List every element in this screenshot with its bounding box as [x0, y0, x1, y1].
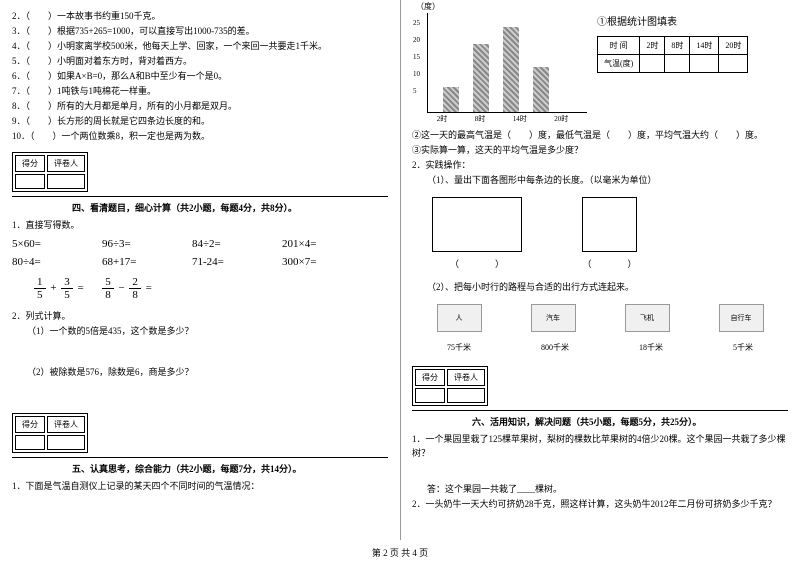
- rect-a: [432, 197, 522, 252]
- chart-right: ①根据统计图填表 时 间2时8时14时20时 气温(度): [597, 13, 748, 113]
- calc-row-1: 5×60=96÷3=84÷2=201×4=: [12, 238, 388, 250]
- item-6: 6．（ ）如果A×B=0，那么A和B中至少有一个是0。: [12, 69, 388, 83]
- right-column: （度） 25 20 15 10 5 2时8时14时20时 ①根据统计图填表 时 …: [400, 0, 800, 565]
- left-column: 2．（ ）一本故事书约重150千克。 3．（ ）根据735+265=1000，可…: [0, 0, 400, 565]
- item-3: 3．（ ）根据735+265=1000，可以直接写出1000-735的差。: [12, 24, 388, 38]
- rect-labels: （ ） （ ）: [432, 257, 788, 270]
- q2b: （2）、把每小时行的路程与合适的出行方式连起来。: [427, 280, 788, 294]
- item-5: 5．（ ）小明面对着东方时，背对着西方。: [12, 54, 388, 68]
- section-5-title: 五、认真思考，综合能力（共2小题，每题7分，共14分）。: [72, 462, 388, 475]
- score-label: 得分: [15, 155, 45, 172]
- rects: [432, 197, 788, 252]
- q4-2b: （2）被除数是576，除数是6，商是多少？: [27, 365, 388, 379]
- score-box-4: 得分评卷人: [12, 152, 88, 192]
- q4-2a: （1）一个数的5倍是435，这个数是多少？: [27, 324, 388, 338]
- item-8: 8．（ ）所有的大月都是单月，所有的小月都是双月。: [12, 99, 388, 113]
- q6-1-answer: 答：这个果园一共栽了____棵树。: [427, 482, 788, 496]
- calc-row-2: 80÷4=68+17=71-24=300×7=: [12, 256, 388, 268]
- q5-1: 1．下面是气温自测仪上记录的某天四个不同时间的气温情况：: [12, 479, 388, 493]
- q4-2: 2．列式计算。: [12, 309, 388, 323]
- score-box-5: 得分评卷人: [12, 413, 88, 453]
- q2a: （1）、量出下面各图形中每条边的长度。（以毫米为单位）: [427, 173, 788, 187]
- item-10: 10．（ ）一个两位数乘8，积一定也是两为数。: [12, 129, 388, 143]
- bar-14h: [503, 27, 519, 112]
- section-6-title: 六、活用知识，解决问题（共5小题，每题5分，共25分）。: [472, 415, 788, 428]
- q2: 2．实践操作：: [412, 158, 788, 172]
- item-2: 2．（ ）一本故事书约重150千克。: [12, 9, 388, 23]
- item-4: 4．（ ）小明家离学校500米，他每天上学、回家，一个来回一共要走1千米。: [12, 39, 388, 53]
- item-7: 7．（ ）1吨铁与1吨棉花一样重。: [12, 84, 388, 98]
- q6-1: 1．一个果园里栽了125棵苹果树，梨树的棵数比苹果树的4倍少20棵。这个果园一共…: [412, 432, 788, 460]
- page-footer: 第 2 页 共 4 页: [0, 546, 800, 559]
- chart-table: 时 间2时8时14时20时 气温(度): [597, 36, 748, 73]
- q4-1: 1．直接写得数。: [12, 218, 388, 232]
- section-4-title: 四、看清题目，细心计算（共2小题，每题4分，共8分）。: [72, 201, 388, 214]
- chart-q3: ③实际算一算，这天的平均气温是多少度？: [412, 143, 788, 157]
- bar-2h: [443, 87, 459, 112]
- vehicle-plane: 飞机: [625, 304, 670, 332]
- judgment-items: 2．（ ）一本故事书约重150千克。 3．（ ）根据735+265=1000，可…: [12, 9, 388, 143]
- bar-8h: [473, 44, 489, 112]
- vehicle-car: 汽车: [531, 304, 576, 332]
- chart-area: （度） 25 20 15 10 5 2时8时14时20时 ①根据统计图填表 时 …: [412, 13, 788, 113]
- bar-20h: [533, 67, 549, 112]
- vehicles: 人 汽车 飞机 自行车: [412, 304, 788, 332]
- item-9: 9．（ ）长方形的周长就是它四条边长度的和。: [12, 114, 388, 128]
- vehicle-bike: 自行车: [719, 304, 764, 332]
- fraction-row: 15 + 35 = 58 − 28 =: [12, 276, 388, 301]
- chart-q2: ②这一天的最高气温是（ ）度，最低气温是（ ）度，平均气温大约（ ）度。: [412, 128, 788, 142]
- chart-title: ①根据统计图填表: [597, 13, 748, 28]
- grader-label: 评卷人: [47, 155, 85, 172]
- rect-b: [582, 197, 637, 252]
- score-box-6: 得分评卷人: [412, 366, 488, 406]
- bar-chart: （度） 25 20 15 10 5 2时8时14时20时: [427, 13, 587, 113]
- q6-2: 2．一头奶牛一天大约可挤奶28千克，照这样计算，这头奶牛2012年二月份可挤奶多…: [412, 497, 788, 511]
- vehicle-person: 人: [437, 304, 482, 332]
- vehicle-labels: 75千米800千米18千米5千米: [412, 342, 788, 353]
